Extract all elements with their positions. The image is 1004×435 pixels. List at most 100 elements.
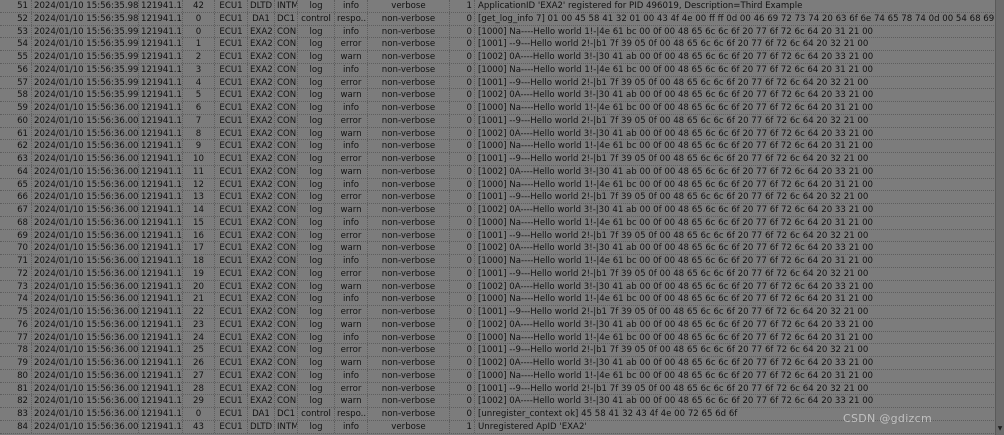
cell-type: log: [298, 318, 335, 331]
cell-ecuid: ECU1: [215, 25, 248, 38]
cell-index: 84: [0, 420, 32, 433]
cell-mode: non-verbose: [368, 318, 450, 331]
cell-time: 2024/01/10 15:56:36.000264: [34, 191, 139, 203]
cell-args: 0: [450, 255, 475, 267]
cell-timestamp: 121941.11...: [141, 306, 183, 318]
cell-apid: EXA2: [248, 191, 275, 203]
cell-ecuid: ECU1: [215, 38, 248, 50]
cell-payload: [1000] Na----Hello world 1!-|4e 61 bc 00…: [478, 370, 874, 381]
cell-subtype: error: [335, 344, 368, 356]
cell-apid: DLTD: [248, 0, 275, 12]
cell-payload: [1000] Na----Hello world 1!-|4e 61 bc 00…: [478, 179, 874, 190]
cell-index: 73: [0, 280, 32, 293]
cell-count: 20: [183, 280, 215, 293]
cell-index: 80: [0, 369, 32, 382]
cell-mode: non-verbose: [368, 102, 450, 114]
cell-count: 16: [183, 229, 215, 242]
cell-args: 0: [450, 306, 475, 318]
cell-mode: non-verbose: [368, 255, 450, 267]
cell-time: 2024/01/10 15:56:36.000142: [34, 140, 139, 152]
cell-ctid: CON: [277, 242, 298, 254]
cell-apid: EXA2: [248, 165, 275, 178]
cell-apid: EXA2: [248, 229, 275, 242]
cell-index: 79: [0, 357, 32, 369]
cell-apid: EXA2: [248, 76, 275, 89]
cell-ecuid: ECU1: [215, 140, 248, 152]
cell-payload: [1001] --9---Hello world 2!-|b1 7f 39 05…: [478, 268, 869, 279]
cell-args: 0: [450, 63, 475, 76]
cell-payload: [1001] --9---Hello world 2!-|b1 7f 39 05…: [478, 154, 869, 164]
cell-args: 1: [450, 0, 475, 12]
cell-type: log: [298, 267, 335, 280]
cell-mode: non-verbose: [368, 12, 450, 25]
vertical-scrollbar[interactable]: ▼: [995, 0, 1004, 435]
cell-ctid: CON: [277, 216, 298, 229]
cell-args: 0: [450, 114, 475, 127]
cell-index: 57: [0, 76, 32, 89]
cell-ctid: CON: [277, 357, 298, 369]
cell-type: log: [298, 293, 335, 305]
cell-args: 0: [450, 382, 475, 395]
cell-subtype: info: [335, 25, 368, 38]
cell-index: 83: [0, 408, 32, 420]
cell-index: 71: [0, 255, 32, 267]
cell-subtype: respo...: [337, 408, 368, 420]
cell-args: 0: [450, 178, 475, 191]
cell-mode: non-verbose: [368, 229, 450, 242]
cell-count: 26: [183, 357, 215, 369]
cell-type: log: [298, 114, 335, 127]
cell-payload: [unregister_context ok] 45 58 41 32 43 4…: [478, 409, 738, 419]
cell-mode: non-verbose: [368, 178, 450, 191]
cell-index: 52: [0, 12, 32, 25]
cell-count: 11: [183, 165, 215, 178]
cell-count: 8: [183, 127, 215, 140]
cell-count: 24: [183, 331, 215, 344]
cell-apid: EXA2: [248, 127, 275, 140]
cell-time: 2024/01/10 15:56:36.000302: [34, 280, 139, 293]
cell-subtype: info: [335, 102, 368, 114]
cell-payload: [1001] --9---Hello world 2!-|b1 7f 39 05…: [478, 39, 869, 50]
cell-index: 76: [0, 318, 32, 331]
cell-type: log: [298, 280, 335, 293]
cell-index: 74: [0, 293, 32, 305]
cell-apid: EXA2: [248, 114, 275, 127]
cell-ecuid: ECU1: [215, 318, 248, 331]
cell-ctid: CON: [277, 318, 298, 331]
scroll-down-arrow-icon[interactable]: ▼: [997, 425, 1003, 432]
cell-ctid: CON: [277, 229, 298, 242]
